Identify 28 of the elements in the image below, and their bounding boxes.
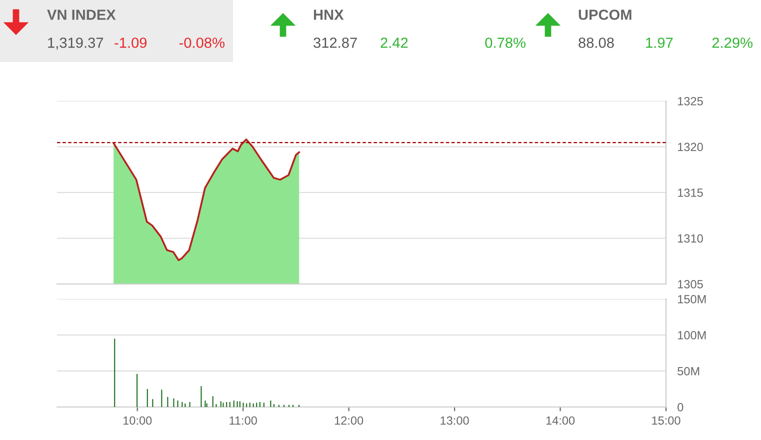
x-tick-label: 13:00: [440, 416, 469, 425]
text: 2.42: [380, 38, 408, 48]
text: 312.87: [314, 38, 357, 48]
text: HNX: [314, 10, 344, 20]
text: 1.97: [646, 38, 673, 48]
x-tick-label: 15:00: [652, 416, 680, 425]
y-tick-label: 50M: [678, 367, 700, 376]
x-tick-label: 11:00: [230, 416, 257, 425]
text: VN INDEX: [47, 10, 116, 20]
y-tick-label: 1305: [678, 280, 703, 288]
text: 1,319.37: [48, 38, 104, 50]
text: 2.29%: [712, 38, 752, 48]
y-tick-label: 150M: [678, 295, 706, 304]
y-tick-label: 1315: [678, 188, 703, 197]
text: -1.09: [114, 38, 147, 48]
y-tick-label: 1310: [678, 234, 703, 243]
y-tick-label: 1325: [678, 97, 703, 106]
line-series: [112, 138, 300, 262]
x-tick-label: 10:00: [123, 416, 152, 425]
x-tick-label: 12:00: [334, 416, 364, 425]
y-tick-label: 1320: [678, 142, 703, 152]
y-tick-label: 100M: [678, 331, 706, 340]
text: -0.08%: [179, 38, 224, 48]
text: 88.08: [578, 38, 614, 48]
text: 0.78%: [485, 38, 526, 48]
y-tick-label: 0: [678, 403, 684, 412]
x-tick-label: 14:00: [546, 416, 575, 425]
text: UPCOM: [578, 10, 632, 20]
